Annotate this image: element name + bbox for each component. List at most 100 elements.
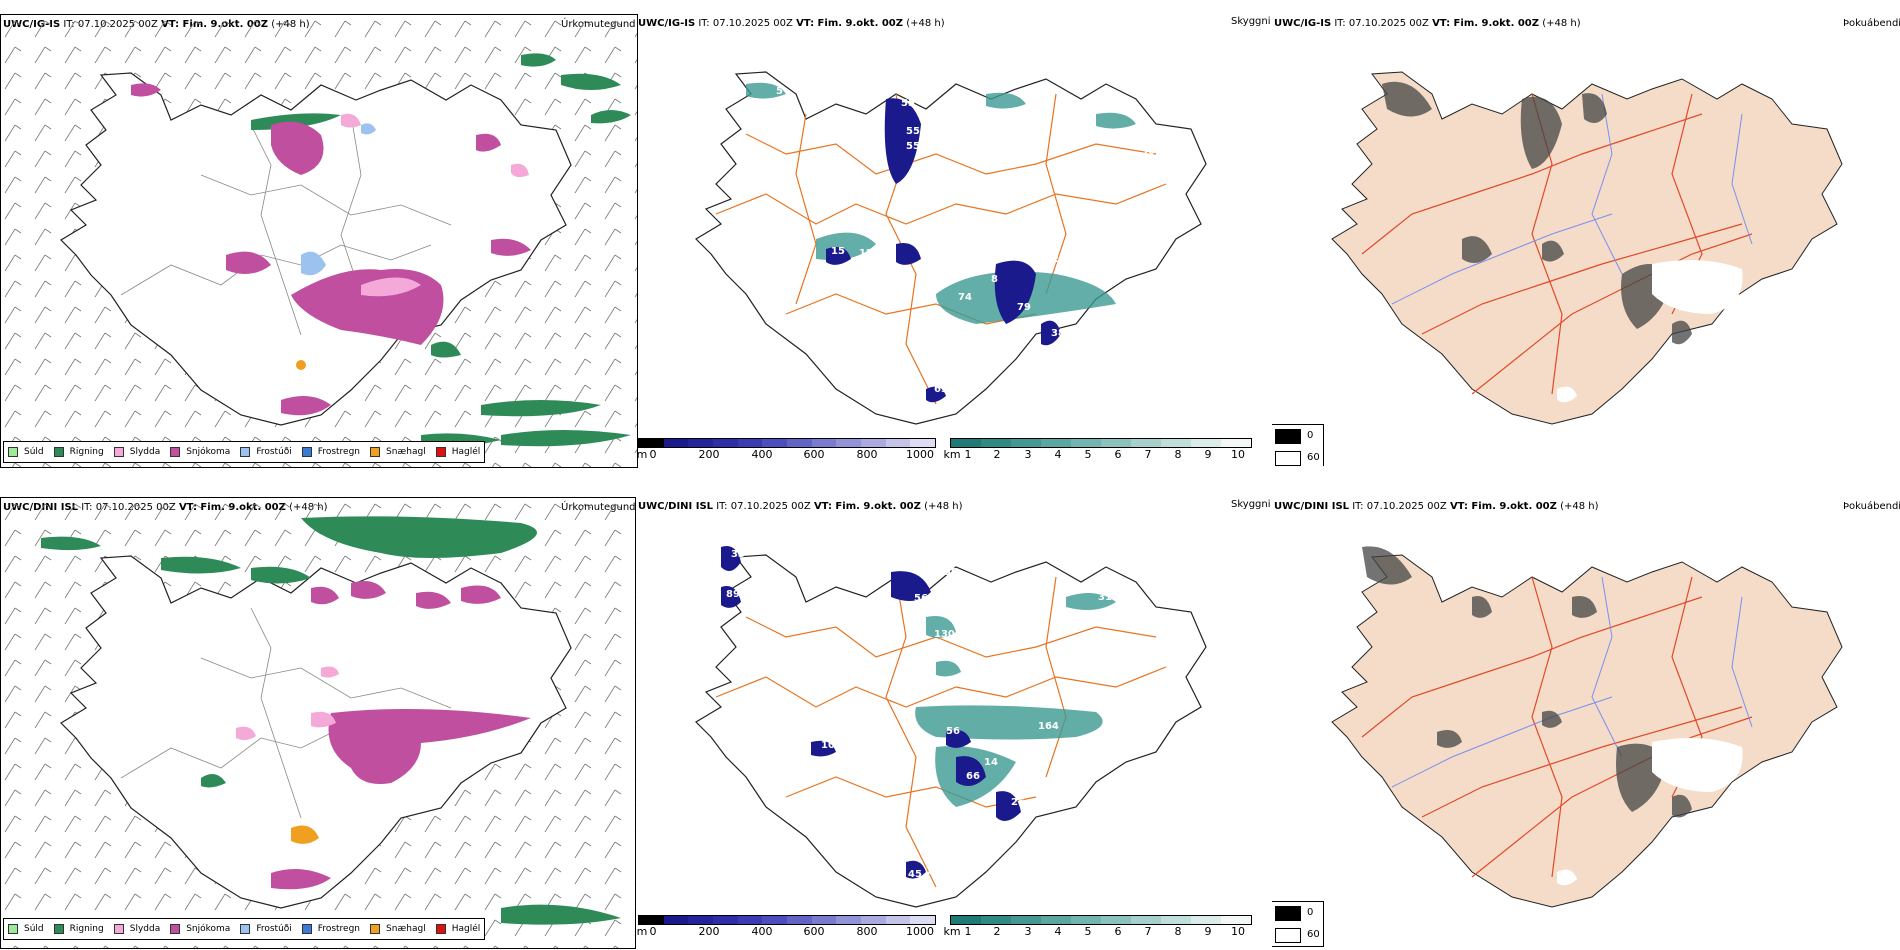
- graupel-areas: [296, 360, 306, 370]
- colorbar-seg: [1101, 916, 1131, 924]
- colorbar-seg: [1191, 916, 1221, 924]
- colorbar-m-bar: [638, 915, 936, 925]
- fog-map-row1: [1331, 71, 1843, 425]
- tick-label: 2: [993, 925, 1001, 938]
- visibility-value-labels: 33 10 40 89 566 318 130 56 14 164 213 66 25 109 76 45 10…: [726, 549, 1123, 880]
- iceland-outline: [60, 555, 572, 909]
- visibility-value-label: 25: [1011, 797, 1025, 808]
- precip-legend: Súld Rigning Slydda Snjókoma Frostúði Fr…: [3, 441, 486, 463]
- legend-item: Slydda: [113, 924, 160, 934]
- legend-swatch: [240, 924, 251, 934]
- visibility-value-label: 10: [756, 559, 770, 570]
- legend-swatch: [8, 447, 18, 457]
- tick-label: 400: [751, 448, 773, 461]
- visibility-value-label: 318: [1098, 592, 1119, 603]
- sleet-areas: [341, 113, 529, 297]
- legend-swatch: [170, 447, 181, 457]
- legend-item: Frostregn: [301, 924, 360, 934]
- legend-item: Haglél: [435, 447, 480, 457]
- colorbar-seg: [688, 916, 714, 924]
- visibility-value-labels: 15 122 55 428 55 55 88 6 23 74 79 38 12 63 5 50 28 9: [776, 86, 1155, 399]
- tick-label: 5: [1084, 448, 1092, 461]
- fog-legend-label: 60: [1307, 452, 1320, 463]
- colorbar-seg: [836, 439, 862, 447]
- fog-legend-swatch-black: [1275, 906, 1301, 921]
- visibility-value-label: 55: [906, 126, 920, 137]
- tick-label: 10: [1231, 448, 1245, 461]
- roads: [1361, 93, 1753, 395]
- colorbar-seg: [861, 439, 886, 447]
- visibility-value-label: 55: [901, 98, 915, 109]
- fog-legend-label: 0: [1307, 430, 1314, 441]
- colorbar-seg: [688, 439, 714, 447]
- fog-legend-swatch-white: [1275, 451, 1301, 466]
- colorbar-seg: [762, 916, 788, 924]
- legend-item: Slydda: [113, 447, 160, 457]
- colorbar-unit: km: [943, 925, 961, 938]
- iceland-outline: [60, 72, 572, 426]
- visibility-value-label: 33: [731, 549, 745, 560]
- colorbar-seg: [811, 439, 837, 447]
- tick-label: 10: [1231, 925, 1245, 938]
- fog-legend-swatch-black: [1275, 429, 1301, 444]
- visibility-value-label: 6: [841, 141, 848, 152]
- precip-type-panel-row2: UWC/DINI ISL IT: 07.10.2025 00Z VT: Fim.…: [0, 497, 636, 949]
- fog-legend-swatch-white: [1275, 928, 1301, 943]
- colorbar-seg: [951, 916, 981, 924]
- legend-item: Rigning: [53, 447, 104, 457]
- sleet-areas: [236, 666, 339, 741]
- precip-type-panel-row1: UWC/IG-IS IT: 07.10.2025 00Z VT: Fim. 9.…: [0, 14, 638, 468]
- legend-item: Snæhagl: [370, 924, 426, 934]
- colorbar-seg: [787, 439, 812, 447]
- fog-legend: 0 60: [1272, 424, 1324, 466]
- colorbar-unit: m: [636, 925, 648, 938]
- visibility-value-label: 42: [981, 264, 995, 275]
- visibility-value-label: 45: [908, 869, 922, 880]
- colorbar-seg: [981, 916, 1011, 924]
- colorbar-seg: [1161, 439, 1191, 447]
- legend-swatch: [53, 447, 64, 457]
- colorbar-seg: [663, 916, 689, 924]
- tick-label: 6: [1114, 448, 1122, 461]
- panel-title: Skyggni: [1231, 16, 1271, 27]
- colorbar-seg: [1131, 916, 1161, 924]
- legend-swatch: [301, 447, 312, 457]
- tick-label: 600: [803, 925, 825, 938]
- visibility-value-label: 9: [931, 114, 938, 125]
- visibility-value-label: 566: [914, 593, 935, 604]
- snow-areas: [271, 580, 531, 890]
- rivers: [1391, 576, 1753, 788]
- blue-very-low-visibility: [721, 546, 1021, 879]
- panel-title: Þokuábendi: [1843, 501, 1900, 512]
- roads: [1361, 576, 1753, 878]
- legend-swatch: [113, 924, 124, 934]
- visibility-value-label: 50: [1141, 146, 1155, 157]
- colorbar-seg: [1191, 439, 1221, 447]
- legend-item: Frostúði: [240, 447, 292, 457]
- colorbar-seg: [1011, 439, 1041, 447]
- legend-swatch: [240, 447, 251, 457]
- legend-swatch: [170, 924, 181, 934]
- legend-swatch: [53, 924, 64, 934]
- legend-item: Súld: [8, 924, 44, 934]
- legend-swatch: [301, 924, 312, 934]
- legend-swatch: [370, 447, 381, 457]
- legend-swatch: [8, 924, 18, 934]
- tick-label: 7: [1144, 925, 1152, 938]
- colorbar-seg: [885, 439, 911, 447]
- colorbar-seg: [1161, 916, 1191, 924]
- fog-legend: 0 60: [1272, 901, 1324, 947]
- visibility-panel-row1: UWC/IG-IS IT: 07.10.2025 00Z VT: Fim. 9.…: [636, 14, 1272, 466]
- tick-label: 0: [649, 925, 657, 938]
- fog-white-areas: [1557, 738, 1743, 886]
- visibility-map-row2: 33 10 40 89 566 318 130 56 14 164 213 66 25 109 76 45 10…: [695, 546, 1207, 908]
- legend-item: Snjókoma: [170, 447, 230, 457]
- panel-header: UWC/IG-IS IT: 07.10.2025 00Z VT: Fim. 9.…: [1274, 18, 1581, 29]
- fog-panel-row2: UWC/DINI ISL IT: 07.10.2025 00Z VT: Fim.…: [1272, 497, 1900, 949]
- colorbar-m-ticks: m 0 200 400 600 800 1000: [636, 925, 936, 938]
- visibility-value-label: 104: [951, 584, 972, 595]
- visibility-value-label: 76: [926, 866, 940, 877]
- visibility-value-label: 89: [726, 589, 740, 600]
- precip-map-row2: [1, 498, 635, 948]
- legend-swatch: [370, 924, 381, 934]
